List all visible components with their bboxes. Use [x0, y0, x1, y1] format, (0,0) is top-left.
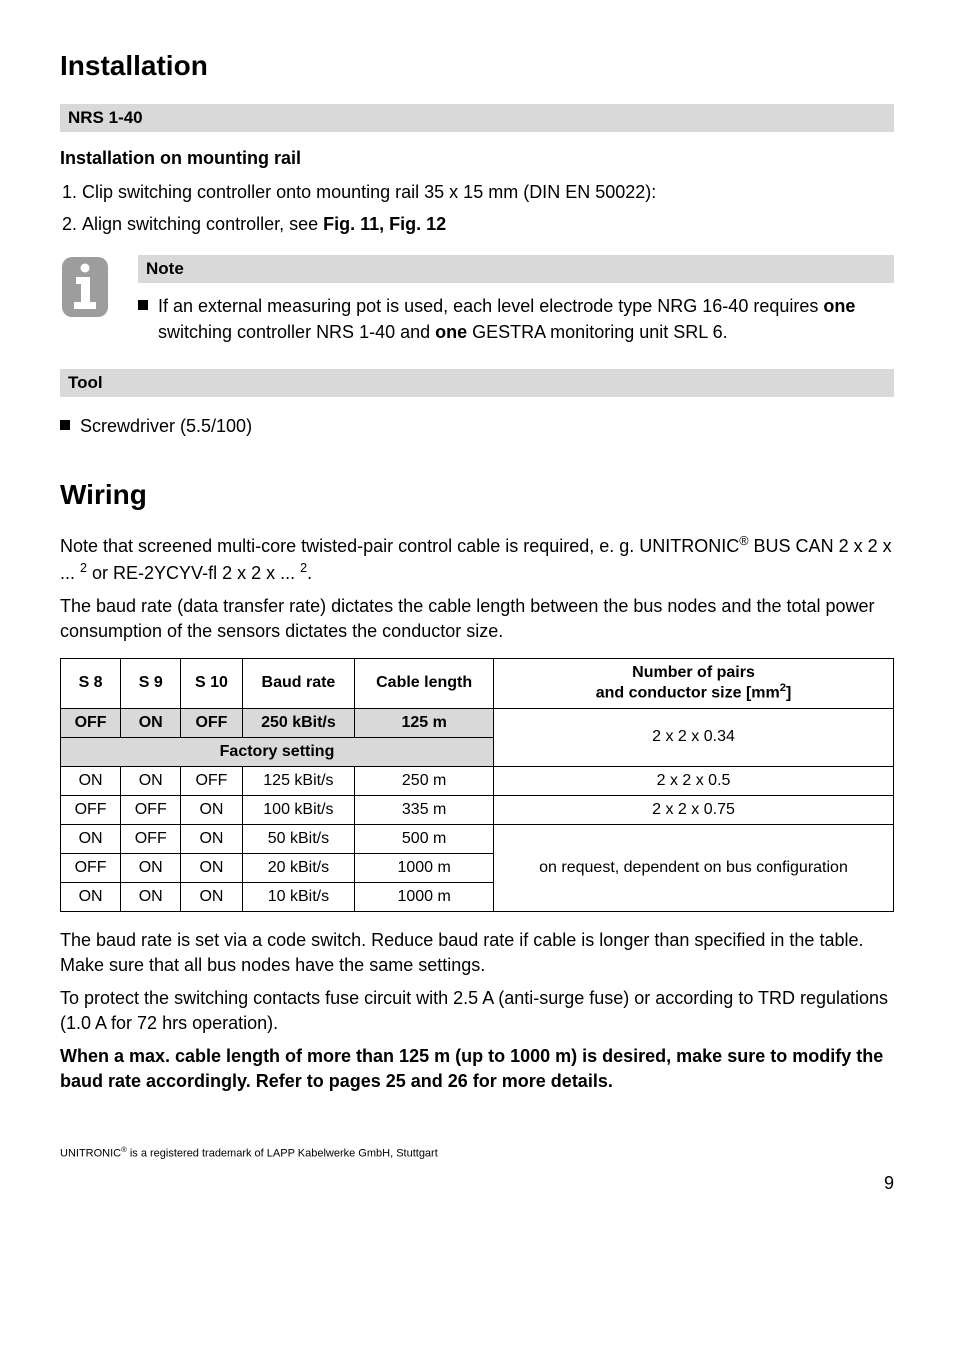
bullet-square-icon: [60, 420, 70, 430]
th-cable: Cable length: [355, 659, 494, 708]
cell-s8: OFF: [61, 708, 121, 737]
tool-text: Screwdriver (5.5/100): [80, 413, 252, 439]
cell-size-request: on request, dependent on bus configurati…: [494, 824, 894, 911]
wiring-para2: The baud rate (data transfer rate) dicta…: [60, 594, 894, 644]
th-s9: S 9: [121, 659, 181, 708]
wiring-para1: Note that screened multi-core twisted-pa…: [60, 533, 894, 585]
cell-s8: OFF: [61, 853, 121, 882]
cell-s10: ON: [181, 795, 242, 824]
footnote-suffix: is a registered trademark of LAPP Kabelw…: [127, 1147, 438, 1159]
wiring-para3: The baud rate is set via a code switch. …: [60, 928, 894, 978]
cell-s9: OFF: [121, 795, 181, 824]
cell-baud: 10 kBit/s: [242, 882, 355, 911]
nrs-bar: NRS 1-40: [60, 104, 894, 132]
cell-cable: 250 m: [355, 766, 494, 795]
cell-cable: 335 m: [355, 795, 494, 824]
th-pairs-l2b: ]: [786, 685, 791, 702]
cell-s9: ON: [121, 708, 181, 737]
wiring-para4: To protect the switching contacts fuse c…: [60, 986, 894, 1036]
bullet-square-icon: [138, 300, 148, 310]
cell-baud: 100 kBit/s: [242, 795, 355, 824]
cell-s10: OFF: [181, 708, 242, 737]
th-baud: Baud rate: [242, 659, 355, 708]
installation-heading: Installation: [60, 50, 894, 82]
wiring-heading: Wiring: [60, 479, 894, 511]
th-pairs-l2a: and conductor size [mm: [596, 685, 780, 702]
baud-table: S 8 S 9 S 10 Baud rate Cable length Numb…: [60, 658, 894, 911]
note-bold-2: one: [435, 322, 467, 342]
note-icon-wrap: [60, 255, 138, 324]
th-pairs: Number of pairs and conductor size [mm2]: [494, 659, 894, 708]
cell-s9: ON: [121, 853, 181, 882]
cell-baud: 250 kBit/s: [242, 708, 355, 737]
cell-size-highlight: 2 x 2 x 0.34: [494, 708, 894, 766]
cell-s9: ON: [121, 882, 181, 911]
cell-s10: ON: [181, 853, 242, 882]
wiring-p1-sup1: 2: [80, 561, 87, 575]
table-header-row: S 8 S 9 S 10 Baud rate Cable length Numb…: [61, 659, 894, 708]
cell-s8: ON: [61, 824, 121, 853]
tool-bullet: Screwdriver (5.5/100): [60, 413, 894, 439]
note-label-bar: Note: [138, 255, 894, 283]
cell-cable: 1000 m: [355, 882, 494, 911]
th-s10: S 10: [181, 659, 242, 708]
table-row-highlight: OFF ON OFF 250 kBit/s 125 m 2 x 2 x 0.34: [61, 708, 894, 737]
cell-size: 2 x 2 x 0.75: [494, 795, 894, 824]
th-pairs-l1: Number of pairs: [632, 664, 755, 681]
note-text: If an external measuring pot is used, ea…: [158, 293, 894, 345]
step2-fig-ref: Fig. 11, Fig. 12: [323, 214, 446, 234]
cell-size: 2 x 2 x 0.5: [494, 766, 894, 795]
info-icon: [60, 255, 110, 319]
cell-cable: 125 m: [355, 708, 494, 737]
cell-baud: 50 kBit/s: [242, 824, 355, 853]
install-step-2: Align switching controller, see Fig. 11,…: [82, 211, 894, 237]
footnote-prefix: UNITRONIC: [60, 1147, 121, 1159]
table-row: OFF OFF ON 100 kBit/s 335 m 2 x 2 x 0.75: [61, 795, 894, 824]
cell-factory: Factory setting: [61, 737, 494, 766]
note-bullet: If an external measuring pot is used, ea…: [138, 293, 894, 345]
install-steps: Clip switching controller onto mounting …: [60, 179, 894, 237]
cell-s10: ON: [181, 882, 242, 911]
tool-bar: Tool: [60, 369, 894, 397]
footnote: UNITRONIC® is a registered trademark of …: [60, 1145, 894, 1160]
cell-cable: 1000 m: [355, 853, 494, 882]
note-text-prefix: If an external measuring pot is used, ea…: [158, 296, 823, 316]
cell-s10: ON: [181, 824, 242, 853]
th-s8: S 8: [61, 659, 121, 708]
cell-s9: OFF: [121, 824, 181, 853]
cell-s10: OFF: [181, 766, 242, 795]
wiring-para5: When a max. cable length of more than 12…: [60, 1044, 894, 1094]
cell-s8: ON: [61, 766, 121, 795]
wiring-p1-prefix: Note that screened multi-core twisted-pa…: [60, 536, 739, 556]
page-number: 9: [60, 1173, 894, 1194]
install-step-1: Clip switching controller onto mounting …: [82, 179, 894, 205]
cell-s8: OFF: [61, 795, 121, 824]
note-text-mid: switching controller NRS 1-40 and: [158, 322, 435, 342]
mounting-subheading: Installation on mounting rail: [60, 148, 894, 169]
note-block: Note If an external measuring pot is use…: [60, 255, 894, 345]
wiring-p1-end: .: [307, 563, 312, 583]
table-row: ON ON OFF 125 kBit/s 250 m 2 x 2 x 0.5: [61, 766, 894, 795]
cell-s8: ON: [61, 882, 121, 911]
cell-s9: ON: [121, 766, 181, 795]
wiring-p1-reg: ®: [739, 534, 748, 548]
note-bold-1: one: [823, 296, 855, 316]
step2-prefix: Align switching controller, see: [82, 214, 323, 234]
cell-cable: 500 m: [355, 824, 494, 853]
wiring-p1-mid2: or RE-2YCYV-fl 2 x 2 x ...: [87, 563, 300, 583]
note-text-suffix: GESTRA monitoring unit SRL 6.: [467, 322, 727, 342]
table-row: ON OFF ON 50 kBit/s 500 m on request, de…: [61, 824, 894, 853]
cell-baud: 125 kBit/s: [242, 766, 355, 795]
cell-baud: 20 kBit/s: [242, 853, 355, 882]
